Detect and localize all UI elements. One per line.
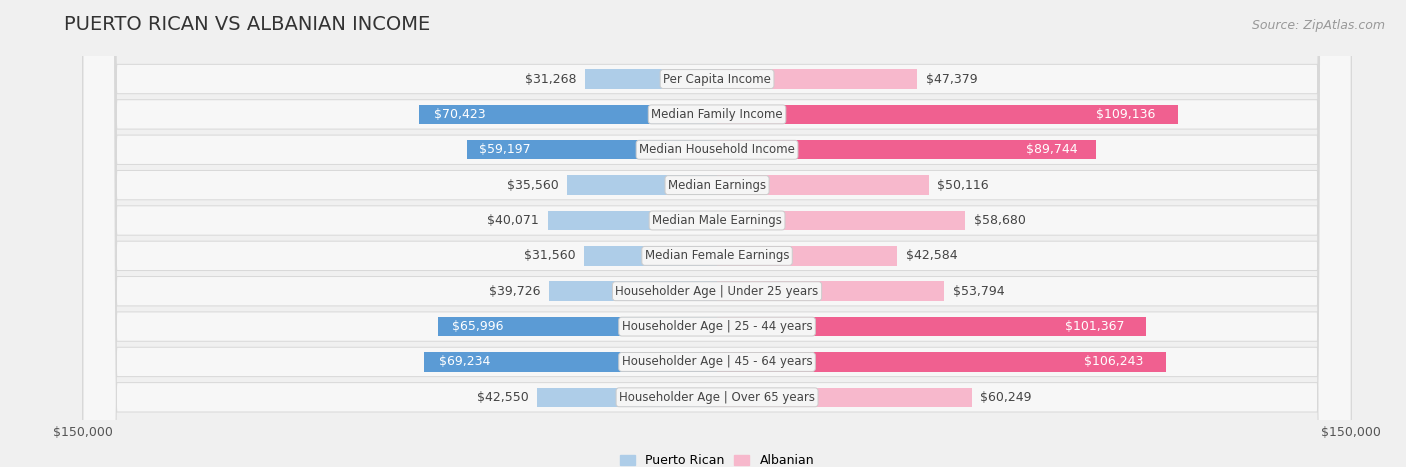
Bar (419, 105, 717, 124)
Text: $59,197: $59,197 (479, 143, 531, 156)
Text: $42,584: $42,584 (905, 249, 957, 262)
Bar (717, 317, 1146, 336)
FancyBboxPatch shape (83, 0, 1351, 467)
Text: $109,136: $109,136 (1095, 108, 1156, 121)
Text: $89,744: $89,744 (1026, 143, 1077, 156)
Bar (537, 388, 717, 407)
FancyBboxPatch shape (83, 0, 1351, 467)
Bar (717, 282, 945, 301)
Text: Median Household Income: Median Household Income (640, 143, 794, 156)
Text: Median Female Earnings: Median Female Earnings (645, 249, 789, 262)
Text: Median Family Income: Median Family Income (651, 108, 783, 121)
Bar (467, 140, 717, 160)
Text: $31,268: $31,268 (524, 72, 576, 85)
FancyBboxPatch shape (83, 0, 1351, 467)
Bar (717, 211, 965, 230)
Bar (717, 140, 1097, 160)
Text: $42,550: $42,550 (477, 391, 529, 404)
FancyBboxPatch shape (83, 0, 1351, 467)
FancyBboxPatch shape (83, 0, 1351, 467)
FancyBboxPatch shape (83, 0, 1351, 467)
Bar (717, 105, 1178, 124)
Bar (425, 352, 717, 372)
FancyBboxPatch shape (83, 0, 1351, 467)
Text: $35,560: $35,560 (506, 178, 558, 191)
Text: $106,243: $106,243 (1084, 355, 1143, 368)
Text: $70,423: $70,423 (434, 108, 486, 121)
Text: $101,367: $101,367 (1064, 320, 1125, 333)
Bar (717, 246, 897, 266)
Text: $39,726: $39,726 (489, 285, 541, 298)
Text: $65,996: $65,996 (453, 320, 503, 333)
Bar (717, 388, 972, 407)
Legend: Puerto Rican, Albanian: Puerto Rican, Albanian (614, 449, 820, 467)
Text: $47,379: $47,379 (925, 72, 977, 85)
Bar (550, 282, 717, 301)
Bar (583, 246, 717, 266)
Text: Householder Age | Over 65 years: Householder Age | Over 65 years (619, 391, 815, 404)
Text: $60,249: $60,249 (980, 391, 1032, 404)
Text: Per Capita Income: Per Capita Income (664, 72, 770, 85)
Text: Median Male Earnings: Median Male Earnings (652, 214, 782, 227)
Text: Householder Age | 45 - 64 years: Householder Age | 45 - 64 years (621, 355, 813, 368)
FancyBboxPatch shape (83, 0, 1351, 467)
FancyBboxPatch shape (83, 0, 1351, 467)
Bar (717, 352, 1166, 372)
Bar (567, 176, 717, 195)
Text: $58,680: $58,680 (973, 214, 1025, 227)
Text: $31,560: $31,560 (523, 249, 575, 262)
Bar (585, 69, 717, 89)
Text: Median Earnings: Median Earnings (668, 178, 766, 191)
Text: $50,116: $50,116 (938, 178, 988, 191)
Bar (439, 317, 717, 336)
Text: Householder Age | 25 - 44 years: Householder Age | 25 - 44 years (621, 320, 813, 333)
Text: Source: ZipAtlas.com: Source: ZipAtlas.com (1251, 19, 1385, 32)
Bar (717, 176, 929, 195)
Bar (717, 69, 917, 89)
Text: Householder Age | Under 25 years: Householder Age | Under 25 years (616, 285, 818, 298)
Text: $53,794: $53,794 (953, 285, 1004, 298)
Text: $40,071: $40,071 (488, 214, 540, 227)
Text: $69,234: $69,234 (439, 355, 491, 368)
Bar (548, 211, 717, 230)
Text: PUERTO RICAN VS ALBANIAN INCOME: PUERTO RICAN VS ALBANIAN INCOME (63, 15, 430, 34)
FancyBboxPatch shape (83, 0, 1351, 467)
